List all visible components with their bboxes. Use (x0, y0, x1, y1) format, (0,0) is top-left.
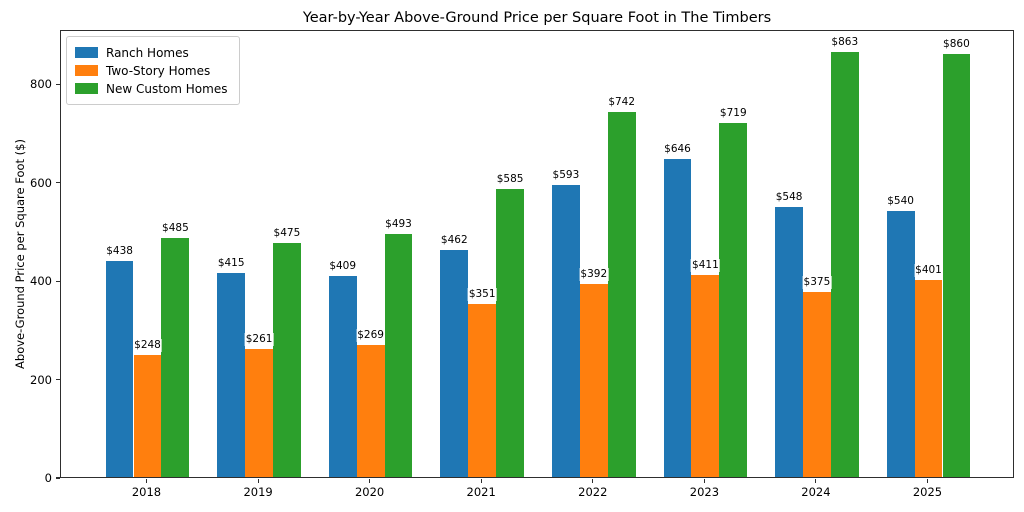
bar-value-label: $261 (244, 332, 274, 346)
legend-swatch (75, 83, 98, 94)
x-axis-tick (815, 479, 817, 483)
y-axis-title: Above-Ground Price per Square Foot ($) (13, 139, 27, 369)
bar-value-label: $585 (495, 173, 525, 186)
y-axis-tick (56, 83, 60, 85)
bar-ranch-homes-2025 (886, 211, 915, 477)
bar-value-label: $719 (718, 107, 748, 120)
x-axis-tick-label: 2018 (131, 485, 162, 499)
bar-value-label: $411 (691, 258, 720, 272)
x-axis-tick (703, 479, 705, 483)
bar-two-story-homes-2022 (579, 284, 608, 477)
x-axis-tick (257, 479, 259, 483)
x-axis-tick (926, 479, 929, 483)
x-axis-tick (369, 479, 371, 483)
y-axis-tick-label: 800 (30, 77, 52, 92)
x-axis-tick (145, 479, 148, 483)
bar-value-label: $493 (384, 218, 413, 232)
bar-value-label: $485 (161, 222, 190, 236)
bar-value-label: $593 (551, 169, 581, 183)
bar-two-story-homes-2021 (468, 304, 497, 477)
y-axis-tick-label: 600 (30, 175, 52, 190)
x-axis-tick-label: 2022 (578, 485, 608, 499)
bar-value-label: $409 (328, 259, 358, 273)
bar-value-label: $860 (942, 37, 971, 51)
bar-value-label: $462 (439, 233, 469, 247)
x-axis-tick-label: 2024 (801, 485, 831, 499)
bar-ranch-homes-2021 (440, 249, 469, 477)
bar-value-label: $475 (272, 227, 302, 241)
x-axis-tick-label: 2025 (912, 485, 943, 499)
legend-label: Two-Story Homes (106, 63, 211, 78)
chart-title: Year-by-Year Above-Ground Price per Squa… (302, 10, 772, 26)
bar-new-custom-homes-2023 (719, 123, 748, 477)
y-axis-tick (56, 378, 60, 381)
bar-new-custom-homes-2021 (496, 189, 525, 477)
bar-ranch-homes-2022 (551, 185, 580, 477)
x-axis-tick (592, 479, 594, 483)
bar-two-story-homes-2025 (914, 279, 943, 477)
bar-new-custom-homes-2020 (384, 234, 413, 477)
bar-value-label: $742 (607, 95, 637, 109)
bar-new-custom-homes-2019 (273, 243, 301, 477)
legend-swatch (75, 47, 98, 58)
bar-ranch-homes-2019 (217, 272, 246, 477)
bar-two-story-homes-2020 (356, 344, 385, 477)
legend-item-ranch-homes: Ranch Homes (75, 44, 227, 61)
x-axis-tick-label: 2021 (466, 485, 496, 499)
bar-ranch-homes-2020 (328, 275, 357, 477)
y-axis-tick-label: 400 (30, 274, 52, 289)
bar-new-custom-homes-2018 (161, 238, 190, 477)
y-axis-tick (56, 280, 60, 282)
bar-value-label: $863 (830, 36, 860, 50)
bar-two-story-homes-2019 (245, 348, 273, 477)
y-axis-tick-label: 0 (44, 471, 52, 485)
bar-new-custom-homes-2024 (830, 52, 859, 477)
legend-swatch (75, 65, 98, 76)
bar-new-custom-homes-2025 (942, 53, 971, 477)
plot-area: Ranch Homes Two-Story Homes New Custom Hom… (60, 30, 1014, 478)
bar-two-story-homes-2018 (133, 354, 162, 477)
x-axis-tick (480, 479, 482, 483)
bar-ranch-homes-2024 (775, 207, 803, 477)
bar-value-label: $548 (774, 191, 804, 205)
y-axis-tick (56, 477, 60, 479)
bar-value-label: $269 (356, 328, 385, 342)
legend: Ranch Homes Two-Story Homes New Custom Hom… (66, 36, 241, 105)
x-axis-tick-label: 2020 (354, 485, 385, 499)
bar-value-label: $438 (105, 245, 134, 259)
bar-value-label: $248 (133, 338, 162, 352)
y-axis-tick-label: 200 (30, 372, 52, 387)
bar-two-story-homes-2023 (691, 274, 720, 477)
bar-value-label: $351 (467, 288, 497, 302)
bar-ranch-homes-2023 (663, 159, 692, 477)
bar-two-story-homes-2024 (803, 292, 831, 477)
legend-label: New Custom Homes (106, 81, 228, 96)
bar-value-label: $415 (216, 256, 246, 270)
bar-value-label: $375 (802, 276, 832, 290)
y-axis-tick (56, 182, 60, 184)
bar-ranch-homes-2018 (105, 261, 134, 477)
legend-item-new-custom-homes: New Custom Homes (75, 80, 227, 97)
bar-value-label: $540 (886, 195, 915, 209)
bar-value-label: $646 (663, 143, 692, 156)
legend-label: Ranch Homes (106, 45, 189, 60)
legend-item-two-story-homes: Two-Story Homes (75, 62, 227, 79)
bar-value-label: $392 (579, 268, 609, 281)
x-axis-tick-label: 2023 (689, 485, 720, 499)
bar-value-label: $401 (914, 263, 943, 277)
x-axis-tick-label: 2019 (243, 485, 273, 499)
bar-new-custom-homes-2022 (607, 111, 636, 477)
